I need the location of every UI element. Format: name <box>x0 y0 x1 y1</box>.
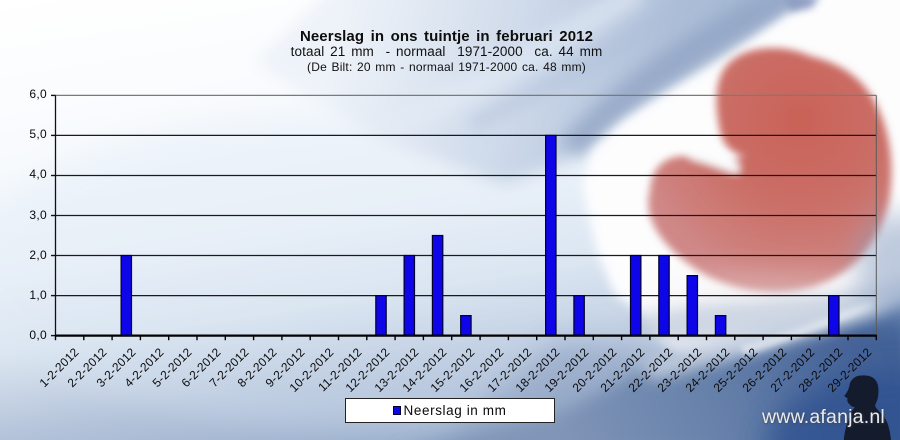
svg-text:www.afanja.nl: www.afanja.nl <box>761 406 885 428</box>
svg-text:www.afanja.nl: www.afanja.nl <box>762 407 886 429</box>
